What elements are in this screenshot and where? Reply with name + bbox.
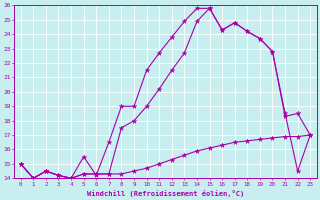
X-axis label: Windchill (Refroidissement éolien,°C): Windchill (Refroidissement éolien,°C) xyxy=(87,190,244,197)
